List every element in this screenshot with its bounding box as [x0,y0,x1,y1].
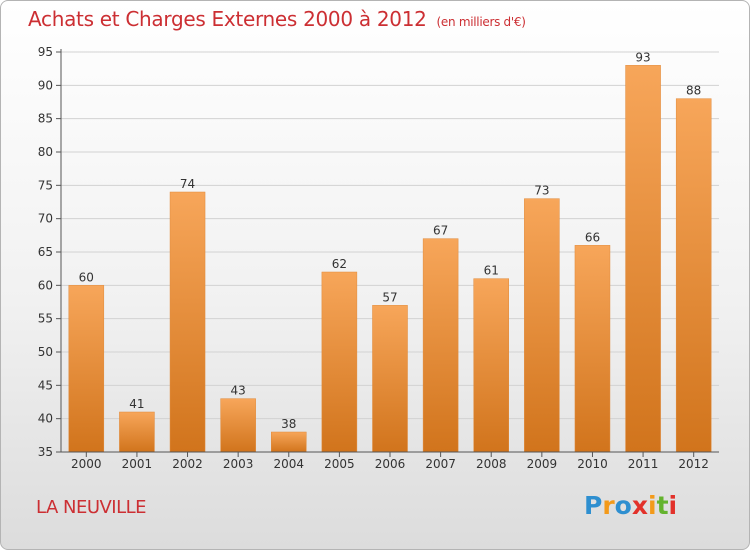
bar-value-label: 88 [686,84,701,98]
x-tick-label: 2009 [527,457,558,471]
y-tick-label: 55 [38,312,53,326]
x-tick-label: 2006 [375,457,406,471]
logo-letter: i [648,491,657,520]
bar-value-label: 41 [129,397,144,411]
bar-value-label: 73 [534,184,549,198]
y-tick-label: 65 [38,245,53,259]
logo-letter: t [656,491,669,520]
unit-note: (en milliers d'€) [436,15,526,29]
bar-2002 [169,191,206,453]
bar-2004 [271,431,307,453]
bar-value-label: 74 [180,177,195,191]
bar-2009 [524,198,560,453]
logo-letter: i [668,491,678,520]
bar-value-label: 67 [433,224,448,238]
bar-2012 [675,98,712,453]
x-tick-label: 2002 [172,457,203,471]
bar-2000 [68,285,105,453]
y-tick-label: 45 [38,378,53,392]
bar-2007 [422,238,459,453]
logo-letter: x [631,491,648,520]
x-tick-label: 2010 [577,457,608,471]
bar-value-label: 57 [382,290,397,304]
x-tick-label: 2008 [476,457,507,471]
y-tick-label: 80 [38,145,53,159]
x-tick-label: 2005 [324,457,355,471]
bar-2005 [321,271,358,453]
x-tick-label: 2003 [223,457,254,471]
bar-value-label: 93 [635,50,650,64]
y-tick-label: 85 [38,112,53,126]
y-tick-label: 40 [38,412,53,426]
chart-title-text: Achats et Charges Externes 2000 à 2012 [28,7,427,31]
bar-value-label: 66 [585,230,600,244]
y-tick-label: 70 [38,212,53,226]
bar-value-label: 62 [332,257,347,271]
y-tick-label: 50 [38,345,53,359]
x-tick-label: 2004 [273,457,304,471]
bar-value-label: 61 [484,264,499,278]
bar-2010 [574,245,611,453]
y-tick-label: 95 [38,45,53,59]
bar-2006 [372,305,408,453]
x-tick-label: 2007 [425,457,456,471]
x-tick-label: 2011 [628,457,659,471]
bar-2011 [625,65,661,453]
bar-value-label: 43 [231,384,246,398]
logo-letter: o [614,491,632,520]
logo-letter: P [584,491,603,520]
proxiti-logo: Proxiti [584,491,677,520]
bar-value-label: 60 [79,270,94,284]
x-tick-label: 2000 [71,457,102,471]
bar-value-label: 38 [281,417,296,431]
bar-layer: 60 41 74 43 38 62 57 67 61 73 66 93 88 [68,50,712,453]
y-tick-label: 35 [38,445,53,459]
chart-title: Achats et Charges Externes 2000 à 2012 (e… [28,7,526,31]
x-tick-label: 2001 [122,457,153,471]
y-tick-label: 75 [38,178,53,192]
commune-name: LA NEUVILLE [36,497,147,518]
y-tick-label: 60 [38,278,53,292]
axis-layer: 35 40 45 50 55 60 65 70 75 80 85 90 95 2000 2001 2002 20… [38,45,719,471]
bar-2001 [119,411,155,453]
bar-2008 [473,278,509,453]
bar-2003 [220,398,256,453]
y-tick-label: 90 [38,78,53,92]
logo-letter: r [602,491,615,520]
x-tick-label: 2012 [678,457,709,471]
